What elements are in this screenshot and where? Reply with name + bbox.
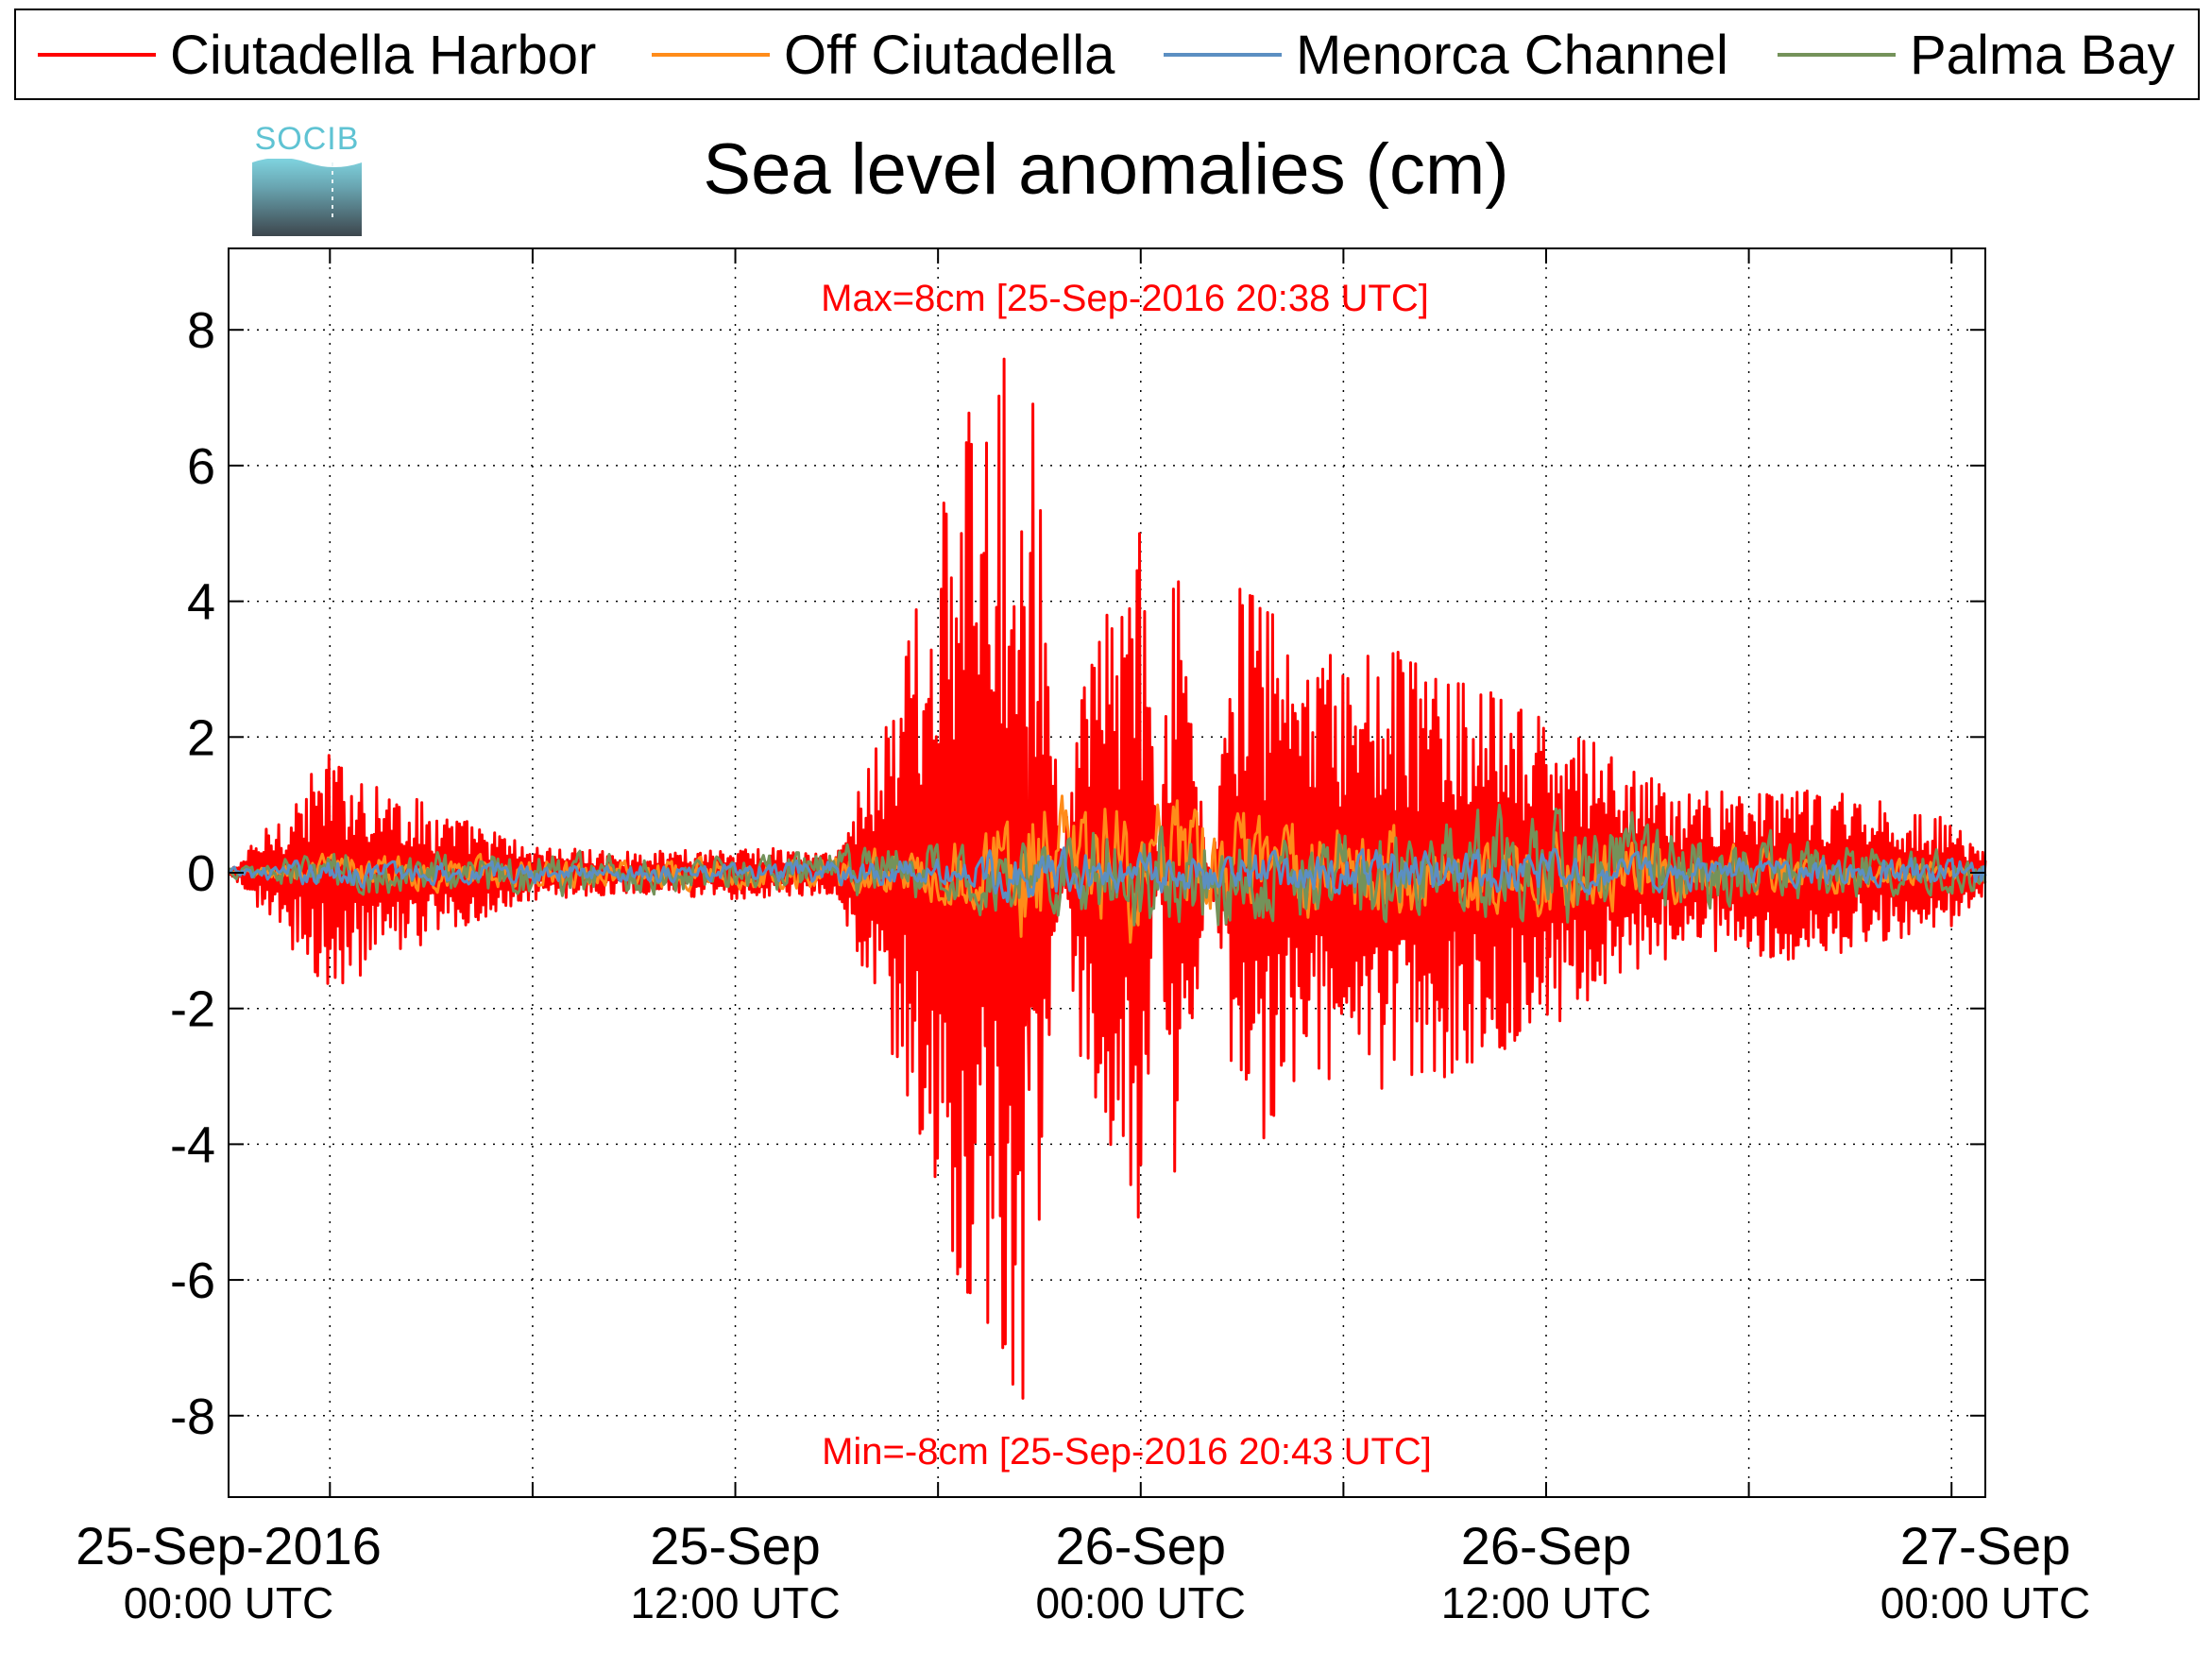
y-tick-label: -2 <box>170 981 215 1038</box>
legend-entry: Ciutadella Harbor <box>170 25 596 86</box>
max-annotation: Max=8cm [25-Sep-2016 20:38 UTC] <box>821 278 1429 319</box>
socib-logo: SOCIB <box>252 121 362 236</box>
x-tick-label: 26-Sep <box>1461 1516 1632 1575</box>
x-tick-label: 25-Sep-2016 <box>76 1516 382 1575</box>
x-tick-sublabel: 00:00 UTC <box>124 1578 333 1627</box>
x-tick-sublabel: 00:00 UTC <box>1880 1578 2090 1627</box>
x-tick-sublabel: 12:00 UTC <box>630 1578 840 1627</box>
x-tick-label: 27-Sep <box>1900 1516 2071 1575</box>
x-tick-sublabel: 00:00 UTC <box>1036 1578 1246 1627</box>
y-axis-labels: 8 6 4 2 0 -2 -4 -6 -8 <box>170 302 215 1445</box>
y-tick-label: -6 <box>170 1252 215 1309</box>
y-tick-label: 0 <box>187 845 215 902</box>
legend: Ciutadella Harbor Off Ciutadella Menorca C… <box>14 9 2200 100</box>
min-annotation: Min=-8cm [25-Sep-2016 20:43 UTC] <box>822 1431 1432 1473</box>
plot-area <box>227 247 1987 1498</box>
y-tick-label: 8 <box>187 302 215 359</box>
legend-entry: Menorca Channel <box>1296 25 1728 86</box>
y-tick-label: 6 <box>187 438 215 495</box>
series-layer <box>227 357 1987 1400</box>
x-tick-label: 26-Sep <box>1055 1516 1226 1575</box>
socib-logo-text: SOCIB <box>255 121 360 157</box>
x-tick-sublabel: 12:00 UTC <box>1441 1578 1651 1627</box>
chart-title: Sea level anomalies (cm) <box>703 129 1508 210</box>
x-tick-label: 25-Sep <box>650 1516 821 1575</box>
y-tick-label: 4 <box>187 574 215 631</box>
series-line <box>228 846 1987 904</box>
y-tick-label: -8 <box>170 1388 215 1445</box>
y-tick-label: 2 <box>187 709 215 766</box>
y-tick-label: -4 <box>170 1116 215 1173</box>
legend-entry: Off Ciutadella <box>784 25 1115 86</box>
axis-ticks <box>229 248 1985 1497</box>
legend-entry: Palma Bay <box>1910 25 2174 86</box>
